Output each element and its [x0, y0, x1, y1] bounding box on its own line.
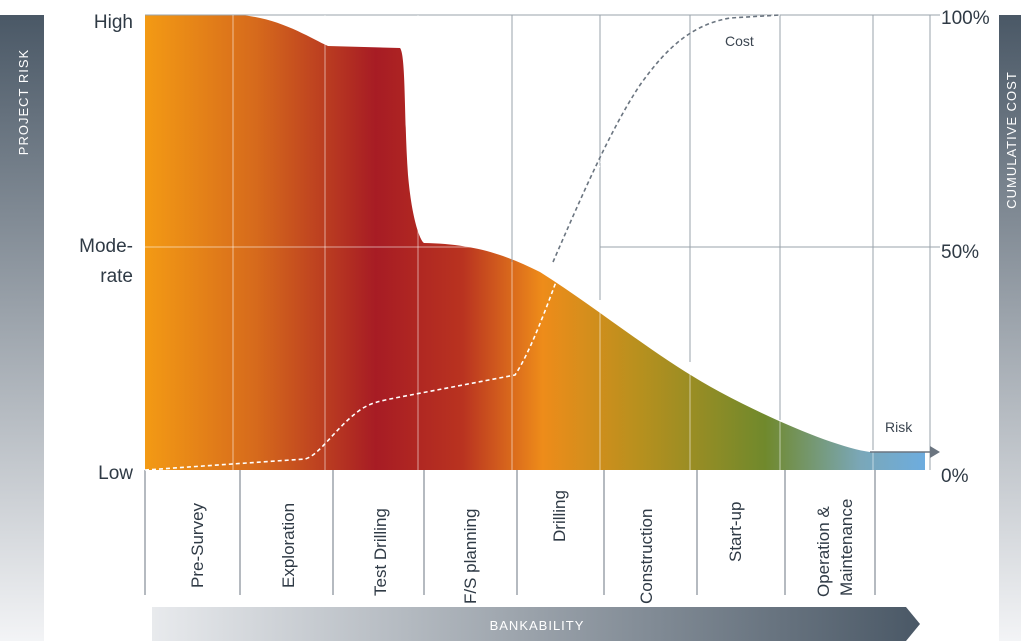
tick-high: High [94, 12, 133, 33]
tick-50: 50% [941, 242, 979, 263]
cost-label: Cost [725, 33, 754, 49]
phase-pre-survey: Pre-Survey [188, 502, 207, 588]
risk-area [145, 15, 925, 470]
cost-line [144, 14, 781, 471]
phase-exploration: Exploration [279, 503, 298, 588]
bankability-label: BANKABILITY [490, 618, 585, 633]
grid-outer [511, 15, 940, 470]
phase-drilling: Drilling [550, 490, 569, 542]
tick-0: 0% [941, 466, 969, 487]
right-axis-bar [999, 15, 1021, 641]
left-axis-label: PROJECT RISK [16, 49, 31, 155]
tick-moderate-1: Mode- [79, 236, 133, 257]
tick-moderate-2: rate [100, 266, 133, 287]
phase-construction: Construction [637, 509, 656, 604]
tick-100: 100% [941, 8, 990, 29]
tick-low: Low [98, 463, 133, 484]
right-axis-label: CUMULATIVE COST [1004, 71, 1019, 209]
phase-operation-2: Maintenance [837, 499, 856, 596]
phase-test-drilling: Test Drilling [371, 508, 390, 596]
phase-operation-1: Operation & [814, 506, 833, 597]
risk-arrow-head [930, 446, 940, 458]
bankability-bar [152, 607, 920, 641]
phase-fs-planning: F/S planning [461, 509, 480, 604]
left-axis-bar [0, 15, 44, 641]
phase-separators [144, 470, 876, 595]
phase-start-up: Start-up [726, 502, 745, 562]
risk-label: Risk [885, 419, 913, 435]
cost-line-upper [552, 14, 781, 263]
